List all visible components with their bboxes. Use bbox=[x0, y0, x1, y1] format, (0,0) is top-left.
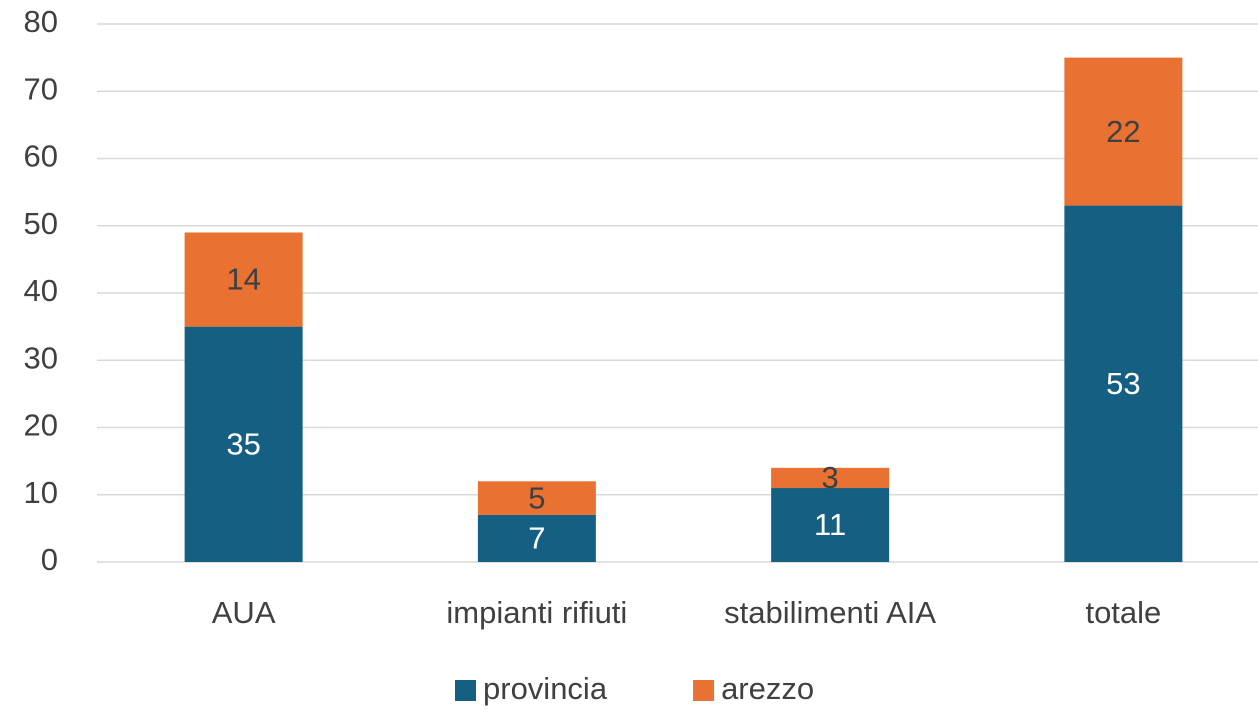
x-tick-label: totale bbox=[1085, 595, 1161, 630]
y-tick-label: 40 bbox=[24, 273, 58, 308]
data-label: 53 bbox=[1106, 366, 1140, 401]
data-label: 3 bbox=[822, 460, 839, 495]
bar-segment bbox=[184, 326, 303, 562]
x-tick-label: AUA bbox=[212, 595, 276, 630]
legend-label: arezzo bbox=[721, 671, 814, 706]
y-tick-label: 30 bbox=[24, 340, 58, 375]
data-label: 14 bbox=[226, 262, 260, 297]
bar-segment bbox=[1064, 205, 1183, 562]
data-label: 7 bbox=[528, 521, 545, 556]
bar-segment bbox=[771, 488, 890, 562]
bar-segment bbox=[771, 467, 890, 489]
y-tick-label: 0 bbox=[41, 542, 58, 577]
data-label: 22 bbox=[1106, 114, 1140, 149]
legend-swatch bbox=[455, 680, 476, 701]
y-tick-label: 60 bbox=[24, 139, 58, 174]
y-tick-label: 10 bbox=[24, 475, 58, 510]
legend-label: provincia bbox=[483, 671, 608, 706]
y-tick-label: 20 bbox=[24, 408, 58, 443]
legend-swatch bbox=[693, 680, 715, 701]
x-tick-label: impianti rifiuti bbox=[446, 595, 627, 630]
x-tick-label: stabilimenti AIA bbox=[724, 595, 936, 630]
y-tick-label: 70 bbox=[24, 71, 58, 106]
data-label: 5 bbox=[528, 480, 545, 515]
data-label: 11 bbox=[814, 507, 846, 542]
y-tick-label: 80 bbox=[24, 4, 58, 39]
bar-segment bbox=[1064, 57, 1183, 206]
y-tick-label: 50 bbox=[24, 206, 58, 241]
bar-segment bbox=[477, 514, 596, 562]
data-label: 35 bbox=[226, 427, 260, 462]
bar-segment bbox=[184, 232, 303, 327]
bar-segment bbox=[477, 481, 596, 515]
